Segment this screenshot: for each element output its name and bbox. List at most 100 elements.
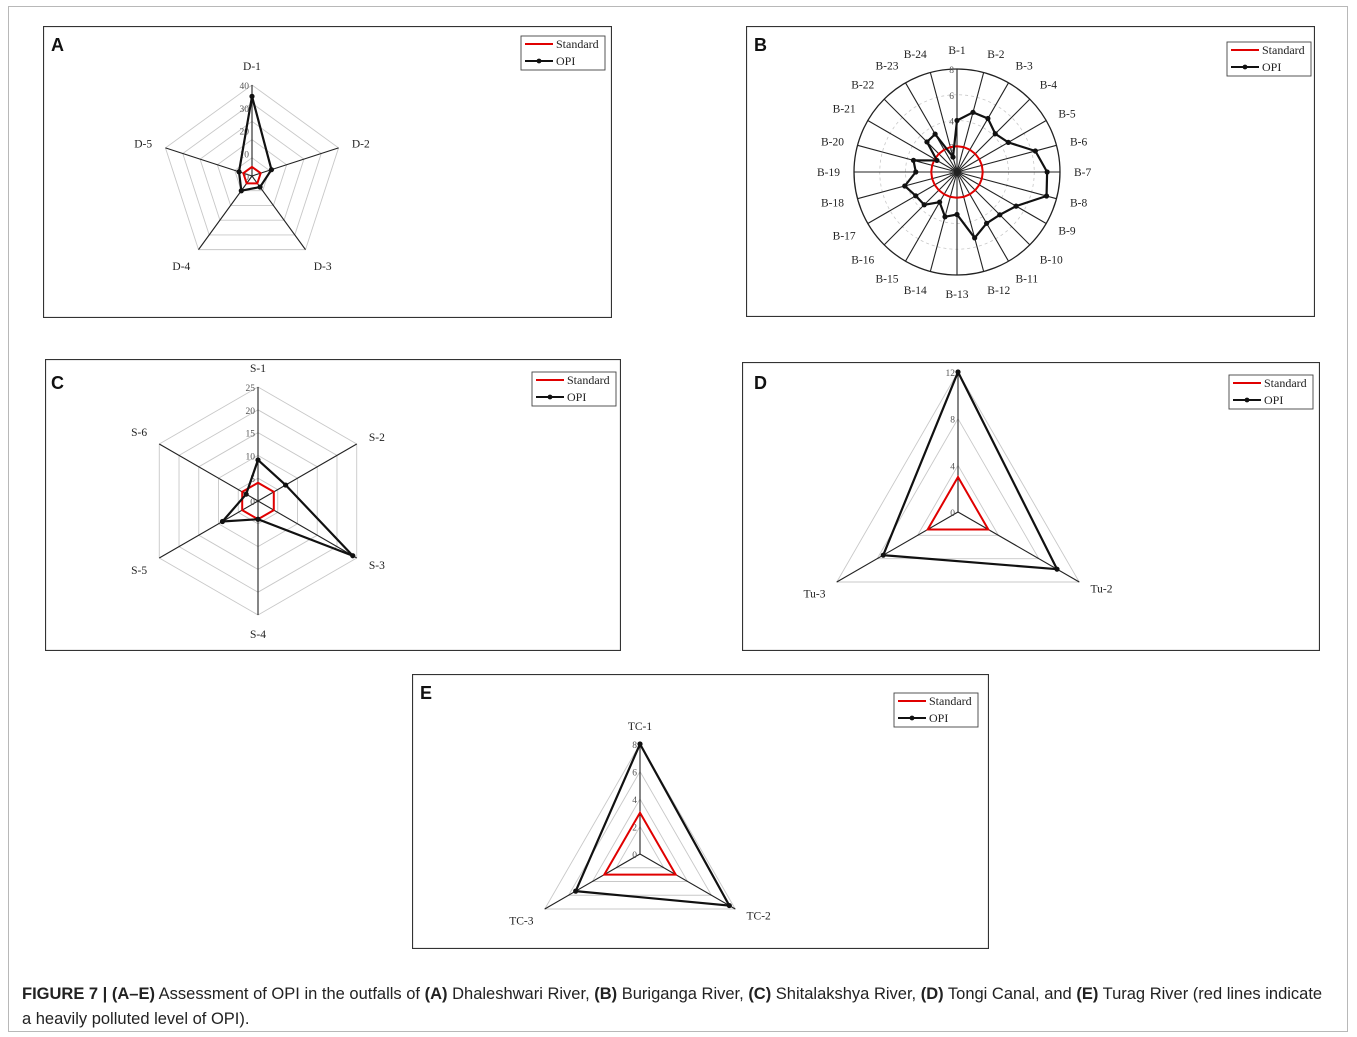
opi-data-point (985, 115, 991, 122)
opi-data-point (255, 457, 261, 463)
category-label: B-24 (904, 49, 927, 61)
grid-ring (916, 464, 1000, 536)
category-label: B-19 (817, 167, 840, 179)
standard-series-line (602, 810, 678, 876)
legend-opi-marker (909, 715, 915, 721)
radar-panel-b: B 0 2 4 6 8 B-1 B-2 B-3 B-4 B-5 B-6 B-7 B-8 B-9 B-10 B-1… (746, 26, 1315, 317)
category-label: D-5 (134, 139, 152, 151)
category-label: B-20 (821, 137, 844, 149)
legend-standard-label: Standard (556, 37, 599, 51)
panel-frame (43, 26, 612, 318)
radial-tick-label: 5 (250, 475, 255, 485)
radar-spoke (956, 120, 1047, 173)
radial-tick-label: 0 (632, 851, 637, 861)
legend-opi-label: OPI (556, 54, 575, 68)
opi-data-point (921, 202, 927, 208)
opi-data-point (255, 516, 261, 522)
radial-tick-label: 25 (246, 384, 256, 394)
legend-box (1228, 374, 1314, 410)
radial-tick-label: 4 (949, 118, 954, 128)
opi-data-point (283, 482, 289, 488)
category-label: S-1 (250, 363, 266, 375)
opi-data-point (243, 491, 249, 497)
opi-data-point (1044, 169, 1050, 175)
category-label: D-3 (314, 261, 332, 273)
radar-spoke (198, 175, 253, 250)
grid-ring (182, 102, 322, 236)
caption-text-c: Shitalakshya River, (771, 985, 921, 1003)
opi-data-point (350, 553, 356, 559)
radial-tick-label: 8 (949, 66, 954, 76)
radar-spoke (883, 98, 958, 173)
radial-tick-label: 20 (240, 128, 250, 138)
category-label: B-12 (987, 285, 1010, 297)
panel-label: B (754, 35, 767, 55)
grid-ring (615, 825, 665, 869)
legend-standard-label: Standard (567, 373, 610, 387)
radial-tick-label: 4 (950, 462, 955, 472)
radar-spoke (544, 853, 641, 910)
caption-text-e: Turag River (red lines indicate a heavil… (22, 985, 1323, 1028)
opi-data-point (257, 184, 263, 190)
panel-frame (45, 359, 621, 651)
category-label: S-2 (369, 432, 385, 444)
opi-data-point (1032, 148, 1038, 154)
opi-data-point (637, 741, 643, 747)
radar-chart-c: C 0 5 10 15 20 25 S-1 S-2 S-3 S-4 S-5 S-6 Standard OPI (45, 359, 621, 651)
opi-data-point (1054, 566, 1060, 572)
radar-panel-e: E 0 2 4 6 8 TC-1 TC-2 TC-3 Standard OPI (412, 674, 989, 949)
opi-data-point (1013, 203, 1019, 209)
opi-data-point (937, 199, 943, 205)
panel-label: E (420, 683, 432, 703)
chart-legend: Standard OPI (1226, 41, 1312, 77)
opi-data-point (573, 888, 579, 894)
category-label: TC-3 (509, 916, 534, 928)
radar-spoke (956, 144, 1057, 173)
radial-tick-label: 0 (244, 173, 249, 183)
legend-opi-label: OPI (1264, 393, 1283, 407)
radar-spoke (251, 147, 339, 177)
grid-ring (876, 417, 1040, 560)
category-label: B-18 (821, 197, 844, 209)
caption-ref-e: (E) (1076, 985, 1099, 1003)
legend-box (531, 371, 617, 407)
caption-text-a: Dhaleshwari River, (447, 985, 595, 1003)
grid-ring (835, 371, 1081, 583)
category-label: B-10 (1040, 255, 1063, 267)
category-label: S-4 (250, 629, 266, 641)
grid-ring (216, 139, 288, 206)
radar-spoke (956, 72, 985, 173)
opi-data-point (970, 109, 976, 115)
radar-spoke (929, 171, 958, 272)
radar-spoke (905, 82, 958, 173)
grid-ring (567, 770, 713, 896)
radar-chart-a: A 0 10 20 30 40 D-1 D-2 D-3 D-4 D-5 Standard OPI (43, 26, 612, 318)
radar-spoke (857, 144, 958, 173)
category-label: B-2 (987, 49, 1005, 61)
standard-series-line (242, 165, 262, 185)
opi-data-point (268, 167, 275, 173)
radar-spoke (883, 171, 958, 246)
opi-data-point (913, 193, 919, 199)
legend-opi-marker (1242, 64, 1248, 70)
category-label: B-3 (1016, 61, 1034, 73)
grid-ring (543, 743, 737, 910)
radial-tick-label: 20 (246, 407, 256, 417)
category-label: D-1 (243, 61, 261, 73)
opi-series-line (237, 96, 273, 193)
radar-spoke (956, 82, 1009, 173)
legend-box (1226, 41, 1312, 77)
radar-spoke (956, 171, 1047, 224)
category-label: Tu-3 (804, 589, 826, 601)
opi-data-point (934, 157, 940, 164)
figure-frame (8, 6, 1348, 1032)
category-label: B-17 (833, 231, 856, 243)
legend-box (520, 35, 606, 71)
chart-legend: Standard OPI (893, 692, 979, 728)
radial-tick-label: 6 (949, 92, 954, 102)
radial-tick-label: 2 (949, 143, 954, 153)
radar-chart-e: E 0 2 4 6 8 TC-1 TC-2 TC-3 Standard OPI (412, 674, 989, 949)
panel-label: A (51, 35, 64, 55)
opi-data-point (992, 131, 998, 137)
opi-data-point (219, 518, 226, 525)
